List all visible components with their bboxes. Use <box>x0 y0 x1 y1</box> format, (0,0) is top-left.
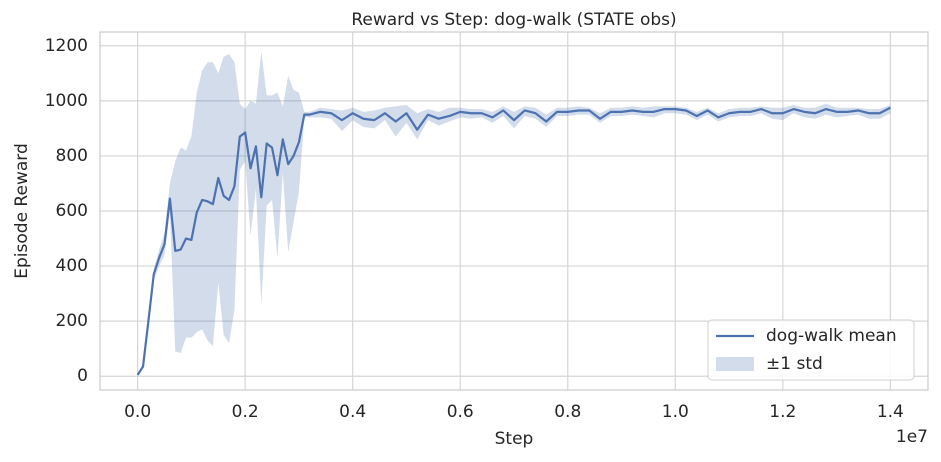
legend: dog-walk mean ±1 std <box>707 319 915 381</box>
x-tick-label: 0.0 <box>124 402 151 422</box>
axes-frame <box>99 31 929 391</box>
y-tick-label: 0 <box>77 366 88 386</box>
marks <box>136 51 891 376</box>
legend-label: ±1 std <box>766 354 823 374</box>
chart-title: Reward vs Step: dog-walk (STATE obs) <box>351 10 676 30</box>
x-tick-label: 0.6 <box>447 402 474 422</box>
grid <box>100 32 928 390</box>
y-tick-label: 1200 <box>45 36 88 56</box>
x-tick-label: 1.4 <box>877 402 904 422</box>
x-tick-label: 1.0 <box>662 402 689 422</box>
legend-box <box>707 319 915 381</box>
y-tick-label: 600 <box>56 201 88 221</box>
y-tick-label: 1000 <box>45 91 88 111</box>
std-band <box>137 51 891 375</box>
legend-patch <box>716 357 754 371</box>
x-tick-label: 1.2 <box>769 402 796 422</box>
y-tick-label: 200 <box>56 311 88 331</box>
x-tick-label: 0.4 <box>339 402 366 422</box>
x-axis-label: Step <box>495 429 534 449</box>
legend-label: dog-walk mean <box>766 326 897 346</box>
y-tick-label: 400 <box>56 256 88 276</box>
x-tick-label: 0.8 <box>554 402 581 422</box>
y-axis-label: Episode Reward <box>12 143 32 278</box>
mean-line <box>136 106 891 376</box>
y-tick-label: 800 <box>56 146 88 166</box>
x-offset-label: 1e7 <box>896 427 928 447</box>
x-tick-label: 0.2 <box>232 402 259 422</box>
